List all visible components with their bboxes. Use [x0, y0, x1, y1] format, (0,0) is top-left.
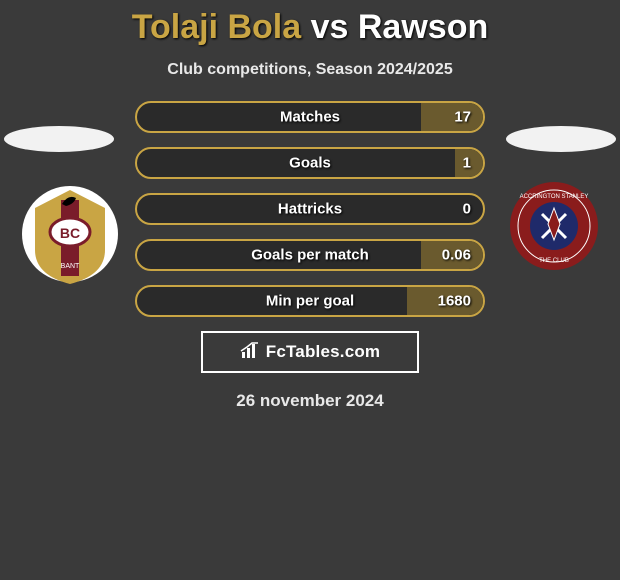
player2-name: Rawson — [358, 8, 488, 46]
stat-label: Hattricks — [278, 201, 342, 218]
stat-label: Matches — [280, 109, 340, 126]
stat-label: Goals per match — [251, 247, 369, 264]
stat-row: Matches 17 — [135, 101, 485, 133]
page-title: Tolaji Bola vs Rawson — [0, 0, 620, 47]
stat-value-right: 1680 — [438, 293, 471, 310]
svg-text:BANT: BANT — [61, 263, 80, 270]
player1-name: Tolaji Bola — [132, 8, 301, 46]
stats-table: Matches 17 Goals 1 Hattricks 0 Goals per… — [135, 101, 485, 317]
player1-club-crest: BC BANT — [20, 180, 120, 288]
chart-icon — [240, 342, 260, 363]
stat-fill-right — [421, 103, 483, 131]
stat-row: Goals per match 0.06 — [135, 239, 485, 271]
stat-row: Goals 1 — [135, 147, 485, 179]
vs-separator: vs — [311, 8, 349, 46]
branding-box: FcTables.com — [201, 331, 419, 373]
player2-club-crest: ACCRINGTON STANLEY THE CLUB — [508, 180, 600, 272]
date-text: 26 november 2024 — [0, 391, 620, 411]
stat-value-right: 1 — [463, 155, 471, 172]
stat-value-right: 17 — [454, 109, 471, 126]
stat-label: Goals — [289, 155, 331, 172]
stat-label: Min per goal — [266, 293, 354, 310]
svg-text:BC: BC — [60, 225, 80, 241]
branding-text: FcTables.com — [266, 342, 381, 362]
subtitle: Club competitions, Season 2024/2025 — [0, 61, 620, 79]
player2-photo-placeholder — [506, 126, 616, 152]
stat-row: Min per goal 1680 — [135, 285, 485, 317]
stat-value-right: 0 — [463, 201, 471, 218]
svg-text:THE CLUB: THE CLUB — [539, 258, 569, 264]
stat-row: Hattricks 0 — [135, 193, 485, 225]
svg-text:ACCRINGTON STANLEY: ACCRINGTON STANLEY — [520, 194, 589, 200]
player1-photo-placeholder — [4, 126, 114, 152]
stat-value-right: 0.06 — [442, 247, 471, 264]
